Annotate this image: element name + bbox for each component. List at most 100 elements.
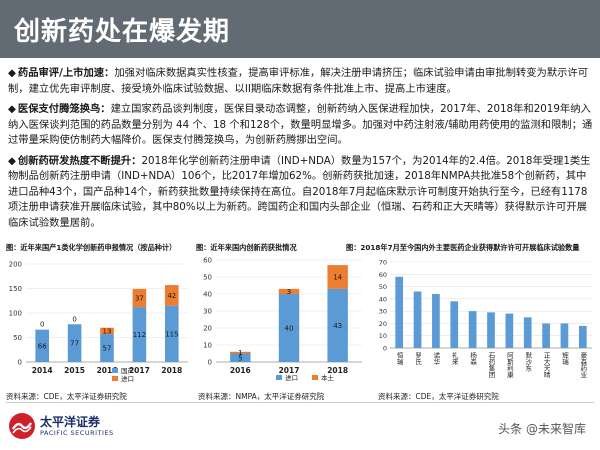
chart2-data-label: 3 — [287, 288, 291, 296]
chart1-data-label: 0 — [72, 315, 76, 323]
bullet-diamond-icon: ◆ — [8, 67, 16, 79]
chart2-source: 资料来源：NMPA，太平洋证券研究院 — [198, 392, 325, 401]
chart3-bar — [487, 312, 495, 348]
chart1-xtick-label: 2018 — [161, 366, 182, 375]
chart1-ytick-label: 50 — [13, 334, 22, 342]
chart3-xtick-label: 豪森药业 — [579, 351, 587, 379]
chart2-ytick-label: 50 — [203, 274, 212, 282]
bullet-item: ◆ 药品审评/上市加速：加强对临床数据真实性核查，提高审评标准，解决注册申请挤压；… — [8, 66, 594, 97]
chart1-xtick-label: 2015 — [64, 366, 85, 375]
chart3-xtick-label: 辉瑞 — [560, 352, 568, 366]
chart2-bar-s2 — [278, 288, 300, 294]
chart3-xtick-label: 石药集团 — [487, 352, 495, 380]
chart3-ytick-label: 30 — [379, 308, 387, 316]
chart3-bar — [542, 323, 550, 348]
slide-title: 创新药处在爆发期 — [14, 17, 231, 47]
chart1-panel: 0 50 100 150 200 66 0 2014 77 0 2015 57 13 2016 112 37 2… — [4, 256, 194, 388]
chart2-ytick-label: 0 — [208, 359, 212, 367]
chart2-xtick-label: 2017 — [279, 366, 300, 375]
bullet-heading: 医保支付腾笼换鸟： — [17, 103, 111, 115]
chart3-bar — [505, 313, 514, 348]
chart3-ytick-label: 10 — [379, 332, 387, 340]
chart2-ytick-label: 20 — [203, 325, 212, 333]
logo-english-name: PACIFIC SECURITIES — [40, 429, 114, 437]
chart3-ytick-label: 40 — [379, 295, 387, 303]
chart3-xtick-label: 默沙东 — [524, 351, 532, 372]
chart2-ytick-label: 60 — [203, 257, 212, 265]
chart3-xtick-label: 正大天晴 — [542, 352, 550, 379]
chart2-data-label: 40 — [285, 325, 294, 333]
chart2-caption: 图：近年来国内创新药获批情况 — [196, 243, 297, 252]
chart2-bar-s2 — [327, 265, 348, 289]
chart2-legend-label: 进口 — [285, 374, 298, 382]
chart1-bar-s2 — [100, 327, 114, 335]
chart3-xtick-label: 诺华 — [432, 351, 440, 367]
chart1-ytick-label: 150 — [9, 285, 22, 293]
chart1-data-label: 37 — [135, 295, 144, 303]
chart1-legend-label: 国产 — [121, 366, 135, 375]
pacific-logo-icon — [9, 413, 35, 439]
chart2-data-label: 1 — [238, 349, 242, 357]
chart1-ytick-label: 100 — [9, 310, 22, 318]
chart-captions: 图：近年来国产1类化学创新药申报情况（按品种计） 图：近年来国内创新药获批情况 … — [6, 243, 598, 257]
bullet-diamond-icon: ◆ — [8, 154, 16, 167]
chart3-bar — [413, 291, 422, 348]
chart3-bar — [578, 325, 587, 348]
chart1-bar-s1 — [35, 329, 50, 362]
bullet-heading: 创新药研发热度不断提升： — [17, 154, 142, 167]
chart3-bar — [395, 276, 404, 348]
chart3-bar — [560, 323, 569, 348]
footer-divider — [6, 402, 594, 403]
chart2-bar-s1 — [278, 294, 300, 362]
chart1-legend-swatch — [112, 376, 118, 381]
chart2-xtick-label: 2018 — [327, 366, 348, 375]
chart3-ytick-label: 0 — [383, 345, 387, 353]
chart3-xtick-label: 杨森 — [469, 351, 477, 367]
chart3-xtick-label: 礼来 — [450, 351, 458, 367]
chart1-ytick-label: 200 — [9, 261, 22, 269]
bullet-diamond-icon: ◆ — [8, 103, 16, 115]
company-logo: 太平洋证券 PACIFIC SECURITIES — [8, 410, 148, 444]
bullet-text: 加强对临床数据真实性核查，提高审评标准，解决注册申请挤压；临床试验申请由审批制转… — [8, 67, 589, 95]
chart1-xtick-label: 2016 — [97, 366, 118, 375]
chart3-xtick-label: 恒瑞 — [395, 351, 403, 366]
chart3-bar — [523, 317, 532, 348]
chart3-ytick-label: 50 — [379, 283, 387, 291]
chart1-legend-label: 进口 — [121, 375, 134, 383]
watermark: 头条 @未来智库 — [498, 422, 586, 436]
chart2-legend-swatch — [276, 375, 282, 380]
slide-header: 创新药处在爆发期 — [0, 0, 600, 58]
chart1-bar-s1 — [132, 307, 147, 362]
chart2-svg: 0 10 20 30 40 50 60 51 2016 40 3 2017 43 14 2018 进口 本土 — [203, 257, 362, 382]
chart2-data-label: 5 — [238, 354, 242, 362]
bullet-text: 建立国家药品谈判制度，医保目录动态调整，创新药纳入医保进程加快，2017年、20… — [8, 103, 593, 146]
chart1-data-label: 115 — [165, 330, 178, 338]
chart1-bar-s2 — [132, 288, 147, 308]
chart1-data-label: 66 — [38, 342, 47, 350]
chart2-data-label: 14 — [333, 274, 342, 282]
chart1-bar-s1 — [100, 334, 114, 362]
chart1-data-label: 77 — [70, 340, 79, 348]
chart3-panel: 0 10 20 30 40 50 60 70 恒瑞 罗氏 诺华 礼来 杨森 石药集团 阿斯利康 默沙东 正大天晴… — [370, 256, 596, 388]
chart2-ytick-label: 40 — [203, 291, 212, 299]
chart2-legend-label: 本土 — [321, 373, 335, 382]
bullet-list: ◆ 药品审评/上市加速：加强对临床数据真实性核查，提高审评标准，解决注册申请挤压；… — [8, 66, 594, 236]
chart1-bar-s1 — [67, 324, 82, 362]
chart3-xtick-label: 阿斯利康 — [505, 351, 513, 379]
chart2-data-label: 43 — [333, 322, 342, 330]
chart1-legend-swatch — [112, 368, 118, 373]
bullet-item: ◆ 创新药研发热度不断提升：2018年化学创新药注册申请（IND+NDA）数量为1… — [8, 154, 594, 232]
chart3-xtick-label: 罗氏 — [414, 352, 422, 366]
chart1-ytick-label: 0 — [18, 359, 22, 367]
chart3-svg: 0 10 20 30 40 50 60 70 恒瑞 罗氏 诺华 礼来 杨森 石药集团 阿斯利康 默沙东 正大天晴… — [379, 259, 592, 380]
chart2-bar-s1 — [327, 288, 348, 362]
bullet-text: 2018年化学创新药注册申请（IND+NDA）数量为157个，为2014年的2.… — [8, 154, 591, 229]
chart1-xtick-label: 2017 — [129, 366, 150, 375]
chart3-ytick-label: 70 — [379, 259, 387, 267]
bullet-item: ◆ 医保支付腾笼换鸟：建立国家药品谈判制度，医保目录动态调整，创新药纳入医保进程加… — [8, 102, 594, 149]
chart3-caption: 图：2018年7月至今国内外主要医药企业获得默许许可开展临床试验数量 — [346, 243, 580, 252]
chart2-xtick-label: 2016 — [230, 366, 251, 375]
chart1-bar-s1 — [164, 305, 179, 362]
chart3-bar — [432, 293, 440, 348]
chart3-ytick-label: 20 — [379, 320, 387, 328]
